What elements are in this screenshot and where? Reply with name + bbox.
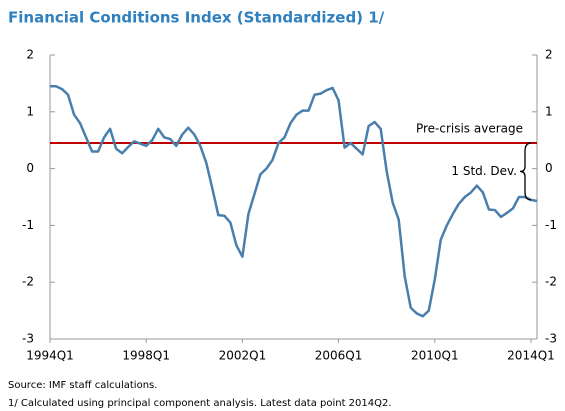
y2-tick-label: -1	[545, 218, 557, 232]
y-tick-label: -1	[22, 218, 34, 232]
y2-tick-label: 2	[545, 48, 553, 62]
y2-tick-label: 1	[545, 104, 553, 118]
y2-tick-label: 0	[545, 161, 553, 175]
x-tick-label: 2010Q1	[411, 349, 459, 363]
std-dev-label: 1 Std. Dev.	[451, 164, 517, 178]
x-tick-label: 2014Q1	[507, 349, 555, 363]
data-line	[50, 84, 538, 318]
y-tick-label: -2	[22, 275, 34, 289]
reference-label: Pre-crisis average	[416, 122, 523, 136]
x-tick-label: 1998Q1	[122, 349, 170, 363]
y-tick-label: -3	[22, 332, 34, 346]
y-tick-label: 2	[26, 48, 34, 62]
y-tick-label: 0	[26, 161, 34, 175]
x-tick-label: 2002Q1	[219, 349, 267, 363]
footnote: 1/ Calculated using principal component …	[8, 398, 392, 409]
x-tick-label: 1994Q1	[26, 349, 74, 363]
y-tick-label: 1	[26, 104, 34, 118]
x-tick-label: 2006Q1	[315, 349, 363, 363]
y2-tick-label: -2	[545, 275, 557, 289]
y2-tick-label: -3	[545, 332, 557, 346]
source-note: Source: IMF staff calculations.	[8, 380, 157, 391]
chart-title: Financial Conditions Index (Standardized…	[8, 9, 385, 27]
std-dev-brace	[519, 142, 532, 201]
